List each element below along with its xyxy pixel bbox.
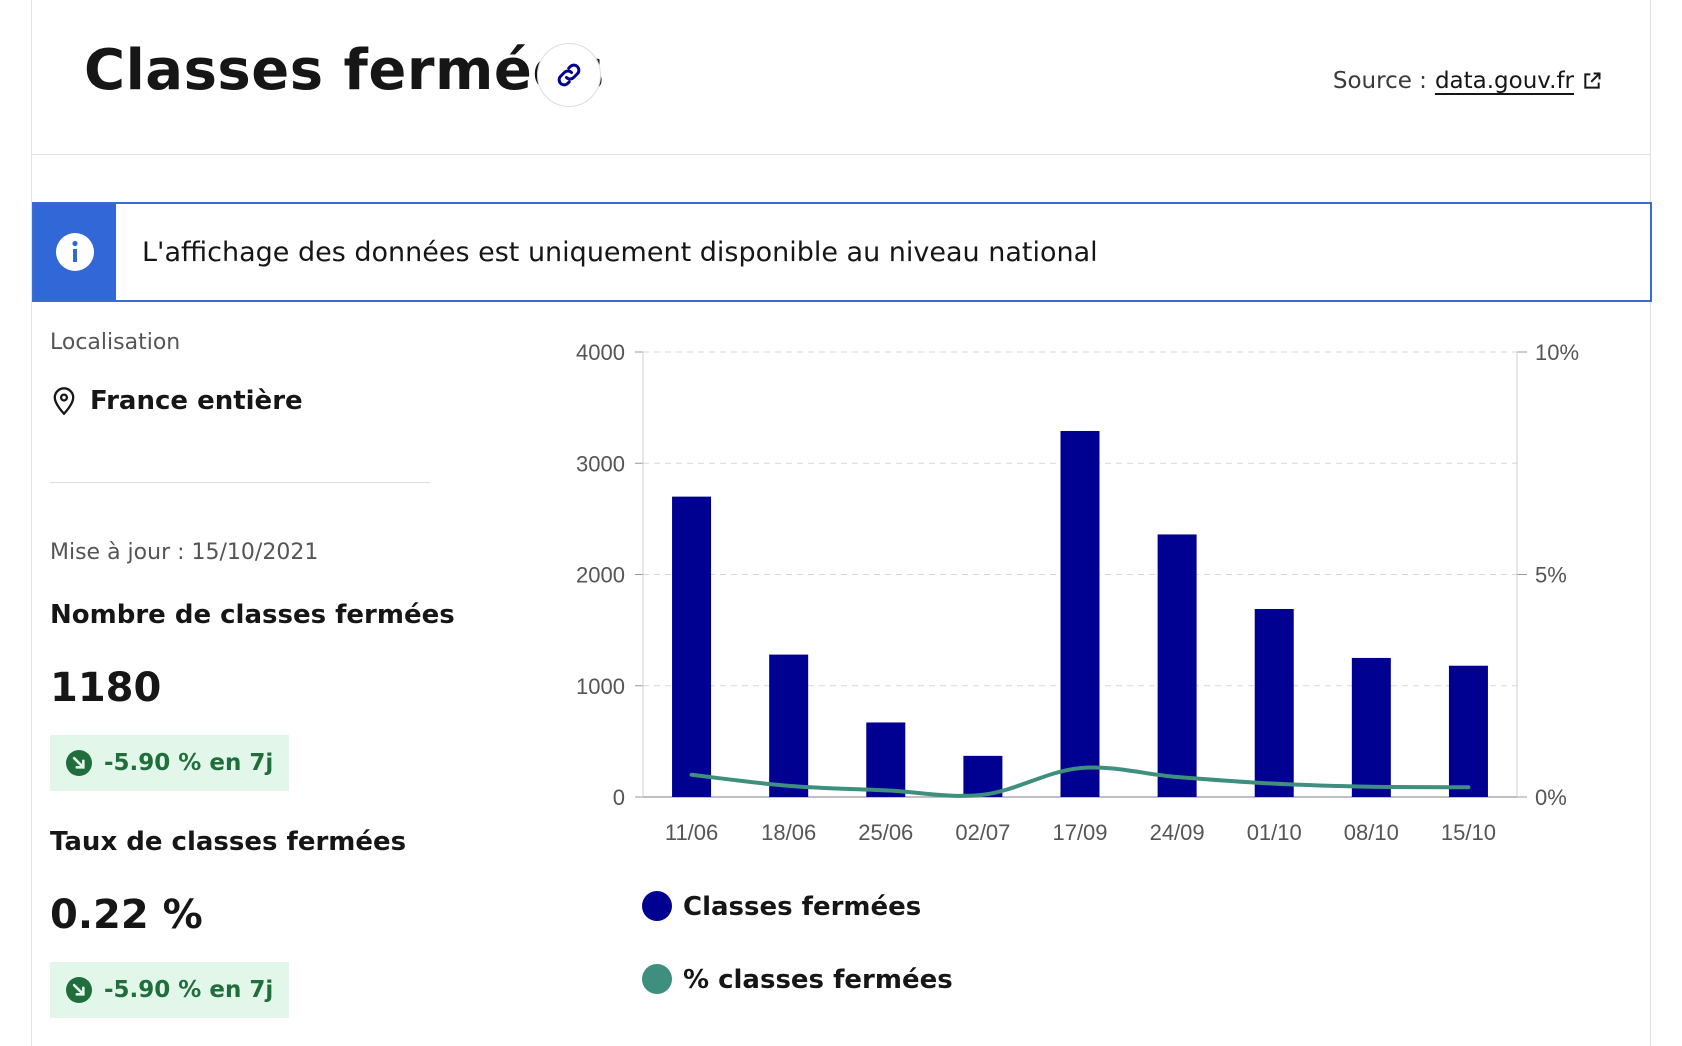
info-icon — [56, 233, 94, 271]
location-label: Localisation — [50, 330, 181, 355]
y-left-tick-label: 2000 — [576, 563, 625, 588]
stat-rate-value: 0.22 % — [50, 892, 203, 938]
page-title: Classes fermées — [84, 38, 605, 103]
location-value: France entière — [50, 386, 303, 416]
source-link[interactable]: data.gouv.fr — [1435, 68, 1602, 94]
stat-rate-badge-text: -5.90 % en 7j — [104, 977, 274, 1003]
bar — [1448, 665, 1488, 797]
x-tick-label: 25/06 — [858, 820, 913, 845]
link-icon — [557, 63, 581, 87]
stat-count-label: Nombre de classes fermées — [50, 600, 455, 630]
stat-count-badge: -5.90 % en 7j — [50, 735, 290, 791]
bar — [1157, 534, 1197, 797]
chart-card: Classes fermées Source : data.gouv.fr — [31, 0, 1652, 1046]
stat-rate-label: Taux de classes fermées — [50, 827, 407, 857]
source-prefix: Source : — [1332, 68, 1427, 94]
bar — [1351, 657, 1391, 797]
x-tick-label: 24/09 — [1150, 820, 1205, 845]
legend-marker-line — [642, 964, 672, 994]
trend-down-icon — [66, 750, 92, 776]
legend-label-bars: Classes fermées — [683, 892, 921, 922]
y-left-tick-label: 3000 — [576, 451, 625, 476]
x-tick-label: 01/10 — [1247, 820, 1302, 845]
y-left-tick-label: 0 — [613, 785, 625, 810]
stat-count-value: 1180 — [50, 665, 162, 711]
x-tick-label: 17/09 — [1052, 820, 1107, 845]
y-right-tick-label: 5% — [1535, 563, 1567, 588]
y-left-tick-label: 1000 — [576, 674, 625, 699]
legend-marker-bars — [642, 891, 672, 921]
notice-text: L'affichage des données est uniquement d… — [142, 236, 1098, 268]
location-name: France entière — [90, 386, 303, 416]
rate-line — [689, 765, 1471, 798]
y-left-tick-label: 4000 — [576, 340, 625, 365]
bar — [1254, 608, 1294, 797]
y-right-tick-label: 0% — [1535, 785, 1567, 810]
card-header: Classes fermées Source : data.gouv.fr — [32, 0, 1650, 155]
legend-label-line: % classes fermées — [683, 965, 953, 995]
x-tick-label: 08/10 — [1344, 820, 1399, 845]
bar — [769, 654, 809, 797]
divider — [50, 482, 430, 483]
bar — [1060, 430, 1100, 797]
x-tick-label: 02/07 — [955, 820, 1010, 845]
x-tick-label: 11/06 — [665, 820, 718, 845]
bar — [963, 755, 1003, 797]
bar — [866, 722, 906, 797]
source: Source : data.gouv.fr — [1333, 68, 1602, 94]
y-right-tick-label: 10% — [1535, 340, 1579, 365]
update-date: Mise à jour : 15/10/2021 — [50, 540, 319, 565]
external-link-icon — [1584, 72, 1601, 89]
stat-rate-badge: -5.90 % en 7j — [50, 962, 290, 1018]
stat-count-badge-text: -5.90 % en 7j — [104, 750, 274, 776]
notice-icon-panel — [34, 204, 116, 300]
map-pin-icon — [53, 387, 75, 416]
copy-link-button[interactable] — [537, 43, 601, 107]
trend-down-icon — [66, 977, 92, 1003]
source-link-label: data.gouv.fr — [1434, 68, 1574, 94]
info-notice: L'affichage des données est uniquement d… — [32, 202, 1652, 302]
x-tick-label: 18/06 — [761, 820, 816, 845]
bar — [672, 496, 712, 797]
x-tick-label: 15/10 — [1441, 820, 1496, 845]
